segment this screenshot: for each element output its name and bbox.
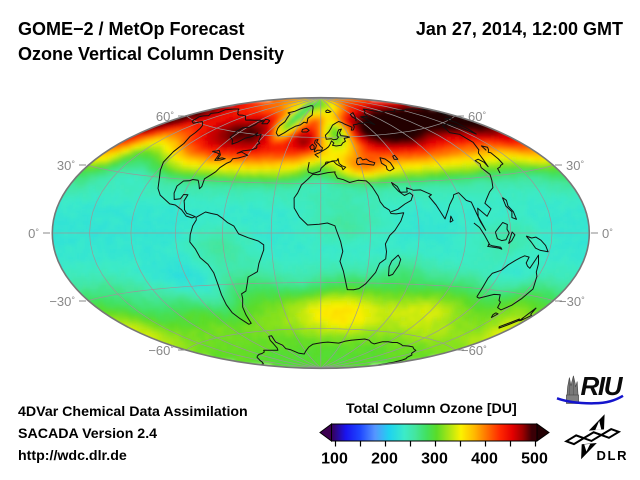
svg-text:0°: 0° [602, 226, 613, 241]
svg-text:−60°: −60° [461, 343, 487, 358]
svg-text:300: 300 [421, 451, 448, 468]
svg-text:400: 400 [471, 451, 498, 468]
svg-text:60°: 60° [156, 109, 174, 124]
svg-text:30°: 30° [566, 158, 584, 173]
svg-text:RIU: RIU [581, 371, 624, 401]
svg-text:60°: 60° [468, 109, 486, 124]
svg-text:200: 200 [371, 451, 398, 468]
svg-text:−30°: −30° [49, 294, 75, 309]
svg-text:0°: 0° [28, 226, 39, 241]
svg-text:−60°: −60° [148, 343, 174, 358]
svg-text:−30°: −30° [559, 294, 585, 309]
svg-text:100: 100 [321, 451, 348, 468]
svg-text:30°: 30° [57, 158, 75, 173]
svg-text:DLR: DLR [597, 448, 628, 463]
svg-text:500: 500 [521, 451, 548, 468]
